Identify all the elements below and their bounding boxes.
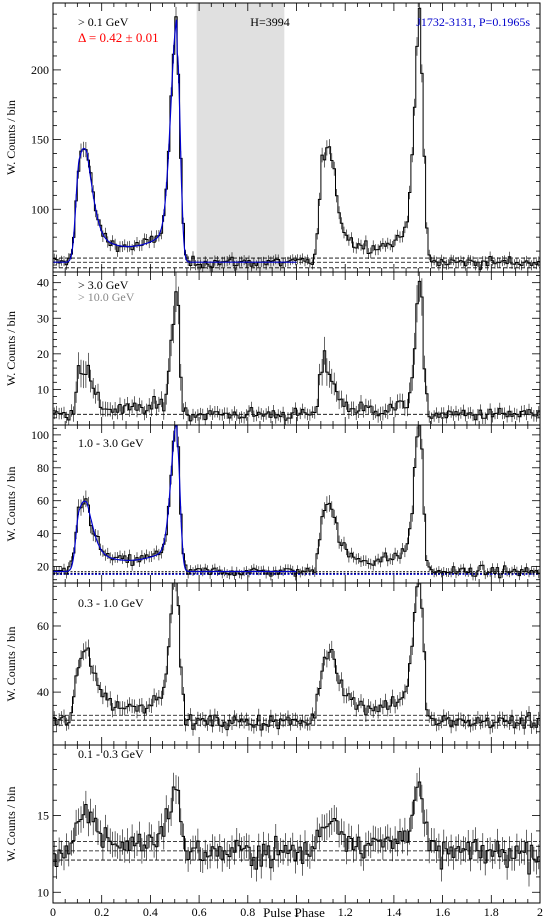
x-axis-label: Pulse Phase <box>263 905 325 920</box>
panel-1: 10 20 30 40 W. Counts / bin > 3.0 GeV> 10.0 G… <box>4 271 541 426</box>
model-curve <box>53 425 297 573</box>
x-tick-label: 1.8 <box>484 905 499 919</box>
y-axis-label: W. Counts / bin <box>4 627 18 702</box>
light-curve-histogram <box>53 583 540 731</box>
x-tick-label: 0.8 <box>240 905 255 919</box>
panel-3: 40 60 W. Counts / bin 0.3 - 1.0 GeV <box>4 582 541 746</box>
error-bars <box>53 767 540 887</box>
x-tick-label: 0 <box>50 905 56 919</box>
y-tick-label: 20 <box>37 347 49 361</box>
y-tick-label: 60 <box>37 619 49 633</box>
plot-area <box>53 767 540 887</box>
y-axis-label: W. Counts / bin <box>4 100 18 175</box>
y-tick-label: 100 <box>31 202 49 216</box>
light-curve-histogram <box>53 425 540 579</box>
panel-2: 20 40 60 80 100 W. Counts / bin 1.0 - 3.0 GeV <box>4 424 541 584</box>
light-curve-histogram <box>53 781 540 875</box>
plot-area <box>53 272 540 425</box>
model-curve <box>53 19 297 263</box>
energy-band-label: > 3.0 GeV <box>78 278 129 292</box>
x-tick-label: 0.4 <box>143 905 158 919</box>
energy-band-label: 0.1 - 0.3 GeV <box>78 747 144 761</box>
y-tick-label: 10 <box>37 885 49 899</box>
energy-band-label: 1.0 - 3.0 GeV <box>78 436 144 450</box>
y-tick-label: 40 <box>37 527 49 541</box>
y-axis-label: W. Counts / bin <box>4 311 18 386</box>
x-tick-label: 0.6 <box>192 905 207 919</box>
y-tick-label: 200 <box>31 63 49 77</box>
light-curve-histogram <box>53 280 540 422</box>
peak-separation-label: Δ = 0.42 ± 0.01 <box>78 30 159 45</box>
plot-area <box>53 425 540 583</box>
y-tick-label: 10 <box>37 382 49 396</box>
plot-area <box>53 3 540 272</box>
h-test-label: H=3994 <box>250 15 289 29</box>
x-tick-label: 1.4 <box>386 905 401 919</box>
y-tick-label: 60 <box>37 494 49 508</box>
energy-band-label-secondary: > 10.0 GeV <box>78 290 135 304</box>
x-tick-label: 2 <box>537 905 543 919</box>
y-tick-label: 150 <box>31 133 49 147</box>
y-tick-label: 15 <box>37 809 49 823</box>
x-tick-label: 1.2 <box>338 905 353 919</box>
panel-frame <box>52 744 541 904</box>
x-tick-label: 1.6 <box>435 905 450 919</box>
energy-band-label: 0.3 - 1.0 GeV <box>78 596 144 610</box>
y-tick-label: 20 <box>37 560 49 574</box>
offpulse-region <box>196 3 285 272</box>
y-tick-label: 80 <box>37 461 49 475</box>
x-tick-label: 0.2 <box>94 905 109 919</box>
y-tick-label: 100 <box>31 428 49 442</box>
pulsar-label: J1732-3131, P=0.1965s <box>416 15 530 29</box>
y-axis-label: W. Counts / bin <box>4 787 18 862</box>
y-tick-label: 40 <box>37 276 49 290</box>
panel-4: 10 15 W. Counts / bin 0.1 - 0.3 GeV <box>4 744 541 904</box>
y-axis-label: W. Counts / bin <box>4 467 18 542</box>
plot-area <box>53 583 540 737</box>
x-tick-label: 1 <box>294 905 300 919</box>
y-tick-label: 40 <box>37 685 49 699</box>
energy-band-label: > 0.1 GeV <box>78 15 129 29</box>
y-tick-label: 30 <box>37 311 49 325</box>
light-curve-histogram <box>53 7 540 270</box>
